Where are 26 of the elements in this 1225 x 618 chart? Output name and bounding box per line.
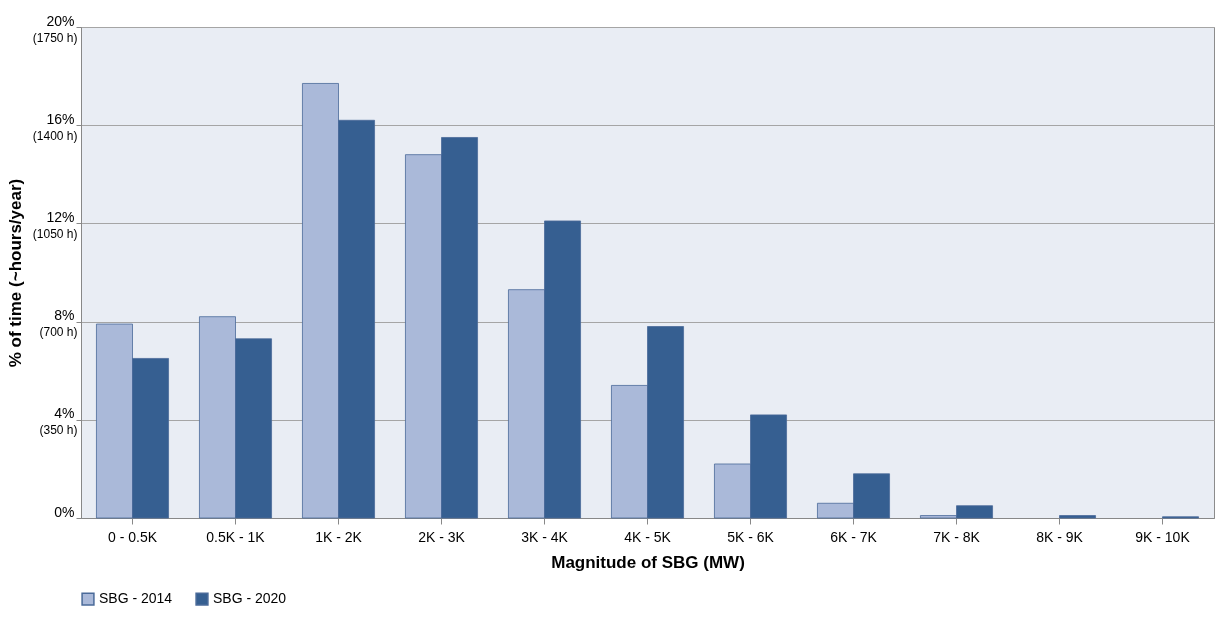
x-tick-label: 3K - 4K [521, 528, 569, 545]
x-tick-label: 2K - 3K [418, 528, 466, 545]
x-axis-title: Magnitude of SBG (MW) [551, 552, 745, 572]
x-tick-label: 8K - 9K [1036, 528, 1084, 545]
legend-label: SBG - 2014 [99, 590, 173, 607]
x-tick-label: 9K - 10K [1135, 528, 1191, 545]
x-tick-label: 7K - 8K [933, 528, 981, 545]
y2-axis-title: % of time (~hours/year) [5, 178, 25, 368]
x-tick-label: 4K - 5K [624, 528, 672, 545]
y-tick-label: 4% [54, 405, 75, 422]
y2-tick-label: (1750 h) [32, 30, 78, 45]
y-tick-label: 16% [46, 110, 75, 127]
legend-label: SBG - 2020 [213, 590, 287, 607]
x-tick-label: 6K - 7K [830, 528, 878, 545]
y-tick-label: 8% [54, 307, 75, 324]
y2-tick-label: (700 h) [39, 325, 78, 340]
x-tick-label: 0.5K - 1K [206, 528, 266, 545]
y2-tick-label: (1050 h) [32, 226, 78, 241]
y2-tick-label: (1400 h) [32, 128, 78, 143]
x-tick-label: 1K - 2K [315, 528, 363, 545]
x-tick-label: 5K - 6K [727, 528, 775, 545]
y-tick-label: 20% [46, 12, 75, 29]
y-tick-label: 12% [46, 208, 75, 225]
x-tick-label: 0 - 0.5K [107, 528, 158, 545]
y2-tick-label: (350 h) [39, 423, 78, 438]
y-tick-label: 0% [54, 503, 75, 520]
